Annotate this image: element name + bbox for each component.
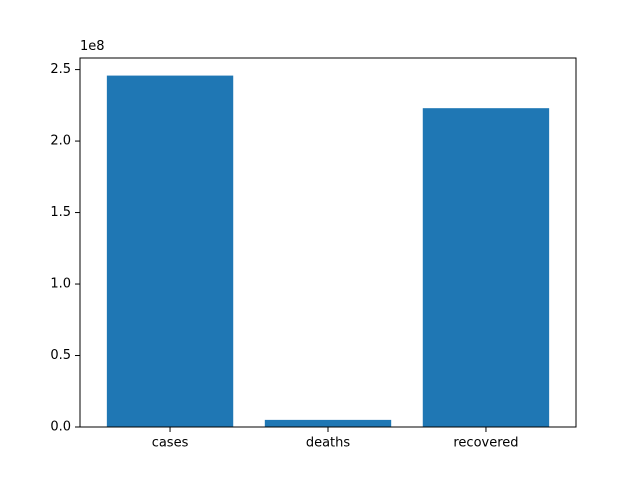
y-tick-label: 2.5 — [50, 62, 71, 77]
bar-recovered — [422, 108, 550, 428]
y-tick-label: 1.0 — [50, 277, 71, 292]
y-tick-label: 0.0 — [50, 420, 71, 435]
bar-deaths — [264, 419, 392, 427]
y-tick-label: 0.5 — [50, 348, 71, 363]
y-axis: 0.0 0.5 1.0 1.5 2.0 2.5 — [50, 62, 80, 435]
y-tick-label: 1.5 — [50, 205, 71, 220]
bars — [106, 75, 550, 428]
x-tick-label-cases: cases — [152, 436, 189, 451]
x-tick-label-recovered: recovered — [453, 436, 518, 451]
y-axis-multiplier-label: 1e8 — [80, 39, 105, 54]
y-tick-label: 2.0 — [50, 134, 71, 149]
plot-frame — [79, 57, 577, 428]
x-tick-label-deaths: deaths — [306, 436, 351, 451]
bar-cases — [106, 75, 234, 427]
x-axis: cases deaths recovered — [152, 427, 519, 451]
